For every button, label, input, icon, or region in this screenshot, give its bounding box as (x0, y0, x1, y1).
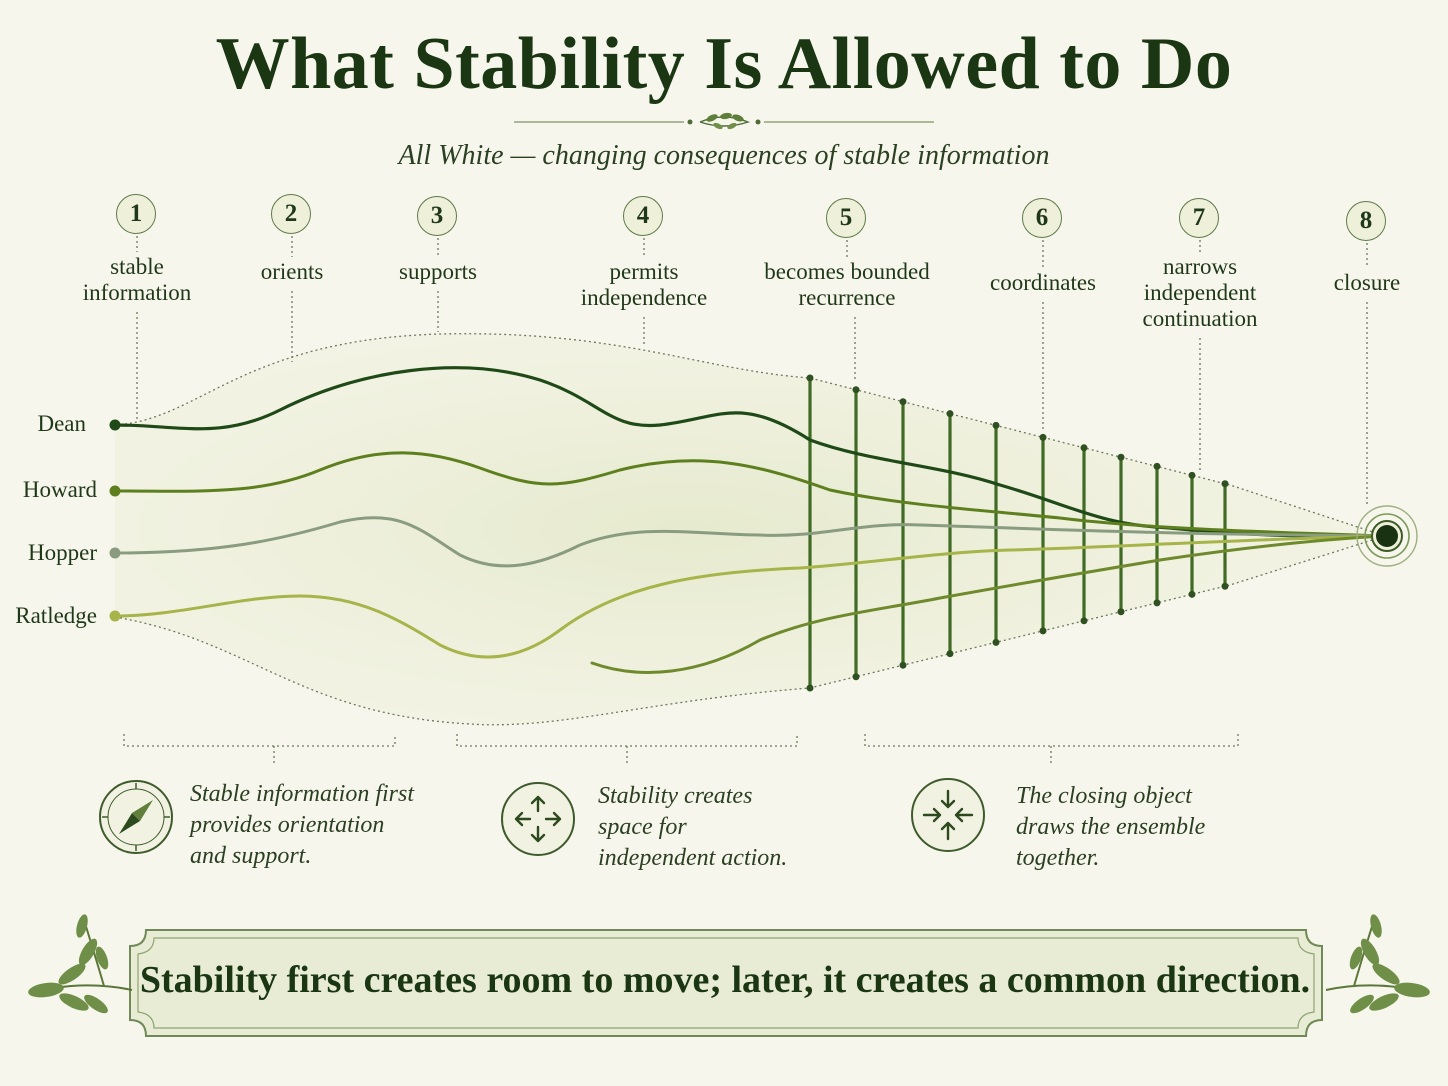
coordination-bar-end (806, 374, 814, 382)
arrows-inward-icon (911, 778, 985, 852)
stage-number-7: 7 (1179, 198, 1219, 238)
stage-label-2: orients (260, 259, 324, 284)
stage-number-6: 6 (1022, 198, 1062, 238)
start-dot-ratledge (109, 610, 121, 622)
actor-label-dean: Dean (37, 411, 86, 436)
start-dot-hopper (109, 547, 121, 559)
conclusion-text: Stability first creates room to move; la… (139, 959, 1311, 1001)
coordination-bar-end (852, 673, 860, 681)
coordination-bar-end (1080, 444, 1088, 452)
stage-number-2: 2 (271, 194, 311, 234)
left-laurel-icon (28, 914, 133, 1014)
stage-label-7: narrows independent continuation (1142, 254, 1258, 331)
coordination-bar-end (852, 386, 860, 394)
note-independence: Stability creates space for independent … (598, 783, 788, 871)
coordination-bar-end (1188, 471, 1196, 479)
coordination-bar-end (1153, 462, 1161, 470)
closure-target (1356, 505, 1418, 567)
arrows-outward-icon (501, 782, 575, 856)
stage-label-8: closure (1333, 270, 1401, 295)
coordination-bar-end (1221, 582, 1229, 590)
stage-number-4: 4 (623, 196, 663, 236)
stage-label-5: becomes bounded recurrence (764, 259, 930, 310)
coordination-bar-end (1221, 480, 1229, 488)
coordination-bar-end (1039, 433, 1047, 441)
coordination-bar-end (992, 638, 1000, 646)
title-divider-ornament (514, 112, 934, 130)
stage-label-3: supports (399, 259, 477, 284)
coordination-bar-end (992, 421, 1000, 429)
start-dot-howard (109, 485, 121, 497)
coordination-bar-end (1080, 617, 1088, 625)
coordination-bar-end (946, 410, 954, 418)
bracket-independence-phase (456, 734, 798, 764)
compass-icon (99, 780, 173, 854)
right-laurel-icon (1325, 914, 1430, 1014)
path-ratledge-late-branch (590, 534, 1387, 674)
stage-number-5: 5 (826, 198, 866, 238)
stage-label-1: stable information (82, 254, 192, 305)
conclusion-banner (129, 929, 1323, 1037)
coordination-bar-end (946, 650, 954, 658)
coordination-bar-end (899, 661, 907, 669)
envelope-upper-edge (114, 333, 1386, 537)
coordination-bar-end (1153, 599, 1161, 607)
start-dot-dean (109, 419, 121, 431)
stage-label-6: coordinates (989, 270, 1096, 295)
stage-number-8: 8 (1346, 201, 1386, 241)
coordination-bar-end (1117, 608, 1125, 616)
path-ratledge (113, 534, 1387, 659)
actor-label-howard: Howard (22, 477, 97, 502)
page-title: What Stability Is Allowed to Do (215, 23, 1233, 105)
path-hopper (113, 516, 1387, 568)
stage-label-4: permits independence (580, 259, 708, 310)
actor-label-ratledge: Ratledge (15, 603, 97, 628)
possibility-envelope (115, 333, 1385, 725)
coordination-bar-end (1039, 627, 1047, 635)
actor-label-hopper: Hopper (28, 540, 97, 565)
convergence-diagram (109, 236, 1418, 764)
stage-number-3: 3 (417, 196, 457, 236)
bracket-orientation-phase (123, 734, 396, 764)
bracket-closure-phase (864, 734, 1239, 764)
note-closure: The closing object draws the ensemble to… (1016, 783, 1206, 871)
stage-number-1: 1 (116, 194, 156, 234)
subtitle: All White — changing consequences of sta… (398, 140, 1050, 171)
coordination-bar-end (899, 398, 907, 406)
path-howard (113, 451, 1387, 538)
coordination-bar-end (1188, 590, 1196, 598)
coordination-bar-end (806, 684, 814, 692)
note-orientation: Stable information first provides orient… (190, 781, 415, 869)
coordination-bar-end (1117, 453, 1125, 461)
